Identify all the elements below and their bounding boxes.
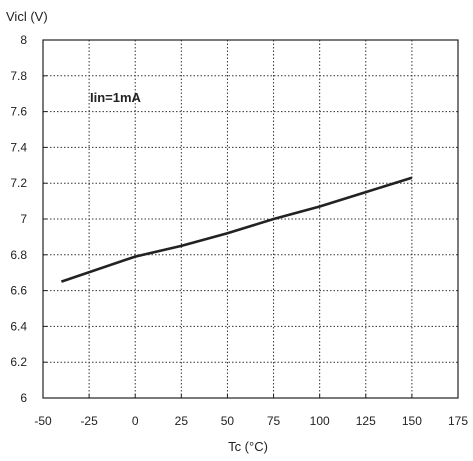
y-axis-label: Vicl (V) <box>6 9 48 24</box>
x-tick-label: 175 <box>448 414 468 428</box>
y-tick-label: 6.4 <box>10 319 27 333</box>
x-tick-label: 0 <box>132 414 139 428</box>
series-line <box>60 176 413 283</box>
x-tick-label: 125 <box>356 414 376 428</box>
y-tick-label: 6.2 <box>10 355 27 369</box>
x-tick-label: 50 <box>221 414 235 428</box>
y-tick-label: 7 <box>20 212 27 226</box>
annotation-label: Iin=1mA <box>90 90 142 105</box>
x-tick-label: 25 <box>175 414 189 428</box>
y-tick-label: 7.6 <box>10 105 27 119</box>
y-tick-label: 6.6 <box>10 284 27 298</box>
x-tick-label: -50 <box>34 414 52 428</box>
y-tick-label: 7.8 <box>10 69 27 83</box>
y-tick-label: 6.8 <box>10 248 27 262</box>
y-tick-label: 6 <box>20 391 27 405</box>
y-tick-label: 7.2 <box>10 176 27 190</box>
y-tick-label: 8 <box>20 33 27 47</box>
x-tick-label: -25 <box>80 414 98 428</box>
y-tick-labels: 6 6.2 6.4 6.6 6.8 7 7.2 7.4 7.6 7.8 8 <box>10 33 47 405</box>
y-tick-label: 7.4 <box>10 140 27 154</box>
x-tick-label: 150 <box>402 414 422 428</box>
x-tick-label: 75 <box>267 414 281 428</box>
series-group <box>60 176 413 283</box>
x-axis-label: Tc (°C) <box>228 439 268 454</box>
x-tick-labels: -50 -25 0 25 50 75 100 125 150 175 <box>34 394 468 428</box>
x-tick-label: 100 <box>310 414 330 428</box>
